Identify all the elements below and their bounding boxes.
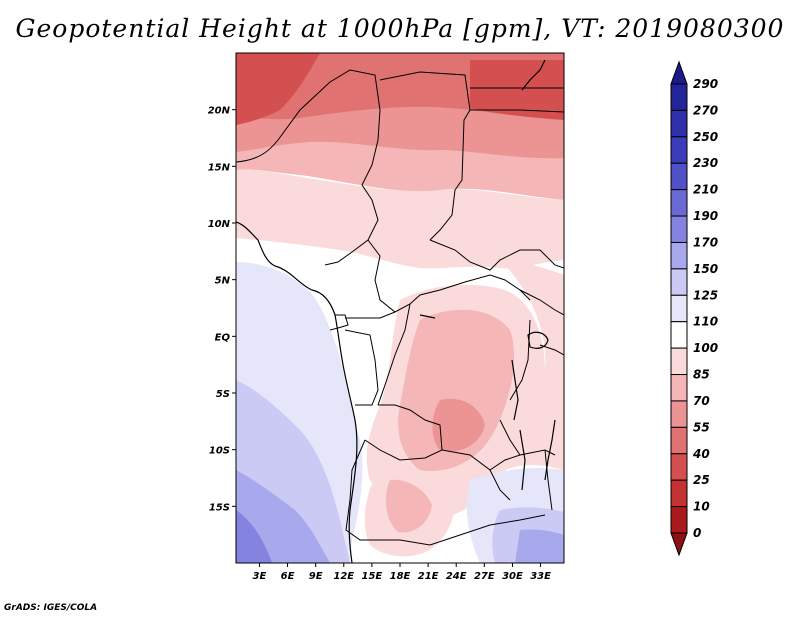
x-tick-label: 3E	[253, 571, 267, 582]
colorbar-label: 290	[693, 77, 718, 91]
x-tick-label: 27E	[474, 571, 495, 582]
colorbar-swatch	[670, 189, 688, 217]
y-tick-label: 5N	[215, 276, 231, 287]
colorbar-label: 0	[693, 526, 701, 540]
colorbar-label: 70	[693, 394, 710, 408]
colorbar-bottom-arrow	[670, 532, 688, 557]
colorbar-label: 55	[693, 420, 710, 434]
colorbar-label: 40	[692, 447, 710, 461]
colorbar-swatch	[670, 162, 688, 191]
x-tick-label: 21E	[418, 571, 439, 582]
colorbar-swatch	[670, 321, 688, 349]
grads-credit: GrADS: IGES/COLA	[4, 603, 98, 613]
colorbar-label: 85	[693, 368, 710, 382]
x-tick-label: 9E	[309, 571, 323, 582]
colorbar-swatch	[670, 83, 688, 111]
x-tick-label: 12E	[333, 571, 354, 582]
map-title: Geopotential Height at 1000hPa [gpm], VT…	[15, 14, 785, 43]
y-tick-label: EQ	[215, 332, 231, 343]
colorbar-swatch	[670, 426, 688, 455]
x-tick-label: 30E	[502, 571, 523, 582]
colorbar-swatch	[670, 241, 688, 270]
colorbar-swatch	[670, 347, 688, 376]
x-axis: 3E 6E 9E 12E 15E 18E 21E 24E 27E 30E 33E	[253, 563, 551, 582]
colorbar-label: 100	[693, 341, 718, 355]
colorbar-label: 150	[693, 262, 718, 276]
colorbar-label: 250	[693, 130, 718, 144]
y-axis: 20N 15N 10N 5N EQ 5S 10S 15S	[208, 106, 236, 513]
y-tick-label: 20N	[208, 106, 231, 117]
colorbar-label: 170	[693, 235, 718, 249]
lakes	[419, 314, 549, 491]
x-tick-label: 6E	[281, 571, 295, 582]
x-tick-label: 18E	[390, 571, 411, 582]
colorbar-label: 210	[693, 183, 718, 197]
colorbar-swatch	[670, 294, 688, 323]
colorbar-label: 110	[693, 315, 718, 329]
colorbar-label: 190	[693, 209, 718, 223]
colorbar-swatch	[670, 374, 688, 402]
colorbar-swatch	[670, 109, 688, 138]
colorbar-label: 230	[693, 156, 718, 170]
y-tick-label: 10N	[208, 219, 231, 230]
x-tick-label: 15E	[362, 571, 383, 582]
colorbar-label: 270	[693, 103, 718, 117]
y-tick-label: 5S	[216, 389, 230, 400]
colorbar-swatch	[670, 400, 688, 428]
colorbar-swatch	[670, 136, 688, 164]
colorbar-label: 125	[693, 288, 718, 302]
colorbar-label: 10	[693, 500, 710, 514]
colorbar-swatch	[670, 215, 688, 243]
colorbar-swatch	[670, 268, 688, 296]
colorbar-top-arrow	[670, 60, 688, 85]
colorbar-swatch	[670, 479, 688, 508]
country-borders	[236, 69, 564, 546]
geopotential-field	[236, 53, 564, 563]
colorbar-swatch	[670, 506, 688, 534]
x-tick-label: 33E	[530, 571, 551, 582]
colorbar-label: 25	[693, 473, 710, 487]
y-tick-label: 15N	[208, 162, 231, 173]
x-tick-label: 24E	[446, 571, 467, 582]
colorbar-swatch	[670, 453, 688, 481]
y-tick-label: 15S	[209, 502, 230, 513]
colorbar: 2902702502302101901701501251101008570554…	[670, 60, 718, 557]
coastline	[236, 59, 556, 563]
y-tick-label: 10S	[209, 446, 230, 457]
